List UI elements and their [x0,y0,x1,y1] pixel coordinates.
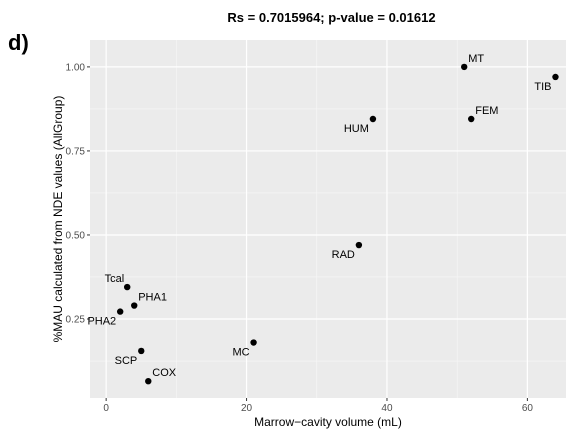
y-axis-title: %MAU calculated from NDE values (AllGrou… [51,96,65,343]
x-tick-label: 0 [103,403,109,414]
data-points [116,63,559,385]
axis-ticks: 0 20 40 60 0.25 0.50 0.75 1.00 [66,62,534,414]
point-label: HUM [344,123,369,135]
point-labels: MT TIB HUM FEM RAD Tcal PHA1 PHA2 MC SCP COX [87,53,551,379]
chart-title: Rs = 0.7015964; p-value = 0.01612 [227,10,436,25]
point-label: SCP [115,355,138,367]
major-gridlines [90,40,566,398]
y-tick-label: 1.00 [66,62,86,73]
data-point [552,73,559,81]
data-point [124,283,131,291]
data-point [138,347,145,355]
data-point [355,241,363,249]
point-label: MC [232,347,249,359]
x-tick-label: 40 [381,403,393,414]
point-label: PHA2 [87,316,116,328]
y-tick-label: 0.75 [66,146,86,157]
y-tick-label: 0.50 [66,230,86,241]
minor-gridlines [90,40,566,398]
point-label: FEM [475,105,498,117]
x-tick-label: 60 [522,403,534,414]
plot-background [90,40,566,398]
data-point [369,115,377,123]
data-point [131,302,138,309]
point-label: MT [468,53,484,65]
data-point [116,308,124,315]
data-point [250,339,257,346]
point-label: RAD [332,249,355,261]
y-tick-label: 0.25 [66,315,86,326]
panel-tag: d) [8,30,29,55]
x-axis-title: Marrow−cavity volume (mL) [254,415,402,429]
point-label: TIB [534,81,551,93]
point-label: Tcal [105,273,125,285]
x-tick-label: 20 [241,403,253,414]
data-point [468,115,475,123]
data-point [145,377,152,385]
point-label: PHA1 [138,292,167,304]
data-point [461,63,468,71]
point-label: COX [152,367,177,379]
